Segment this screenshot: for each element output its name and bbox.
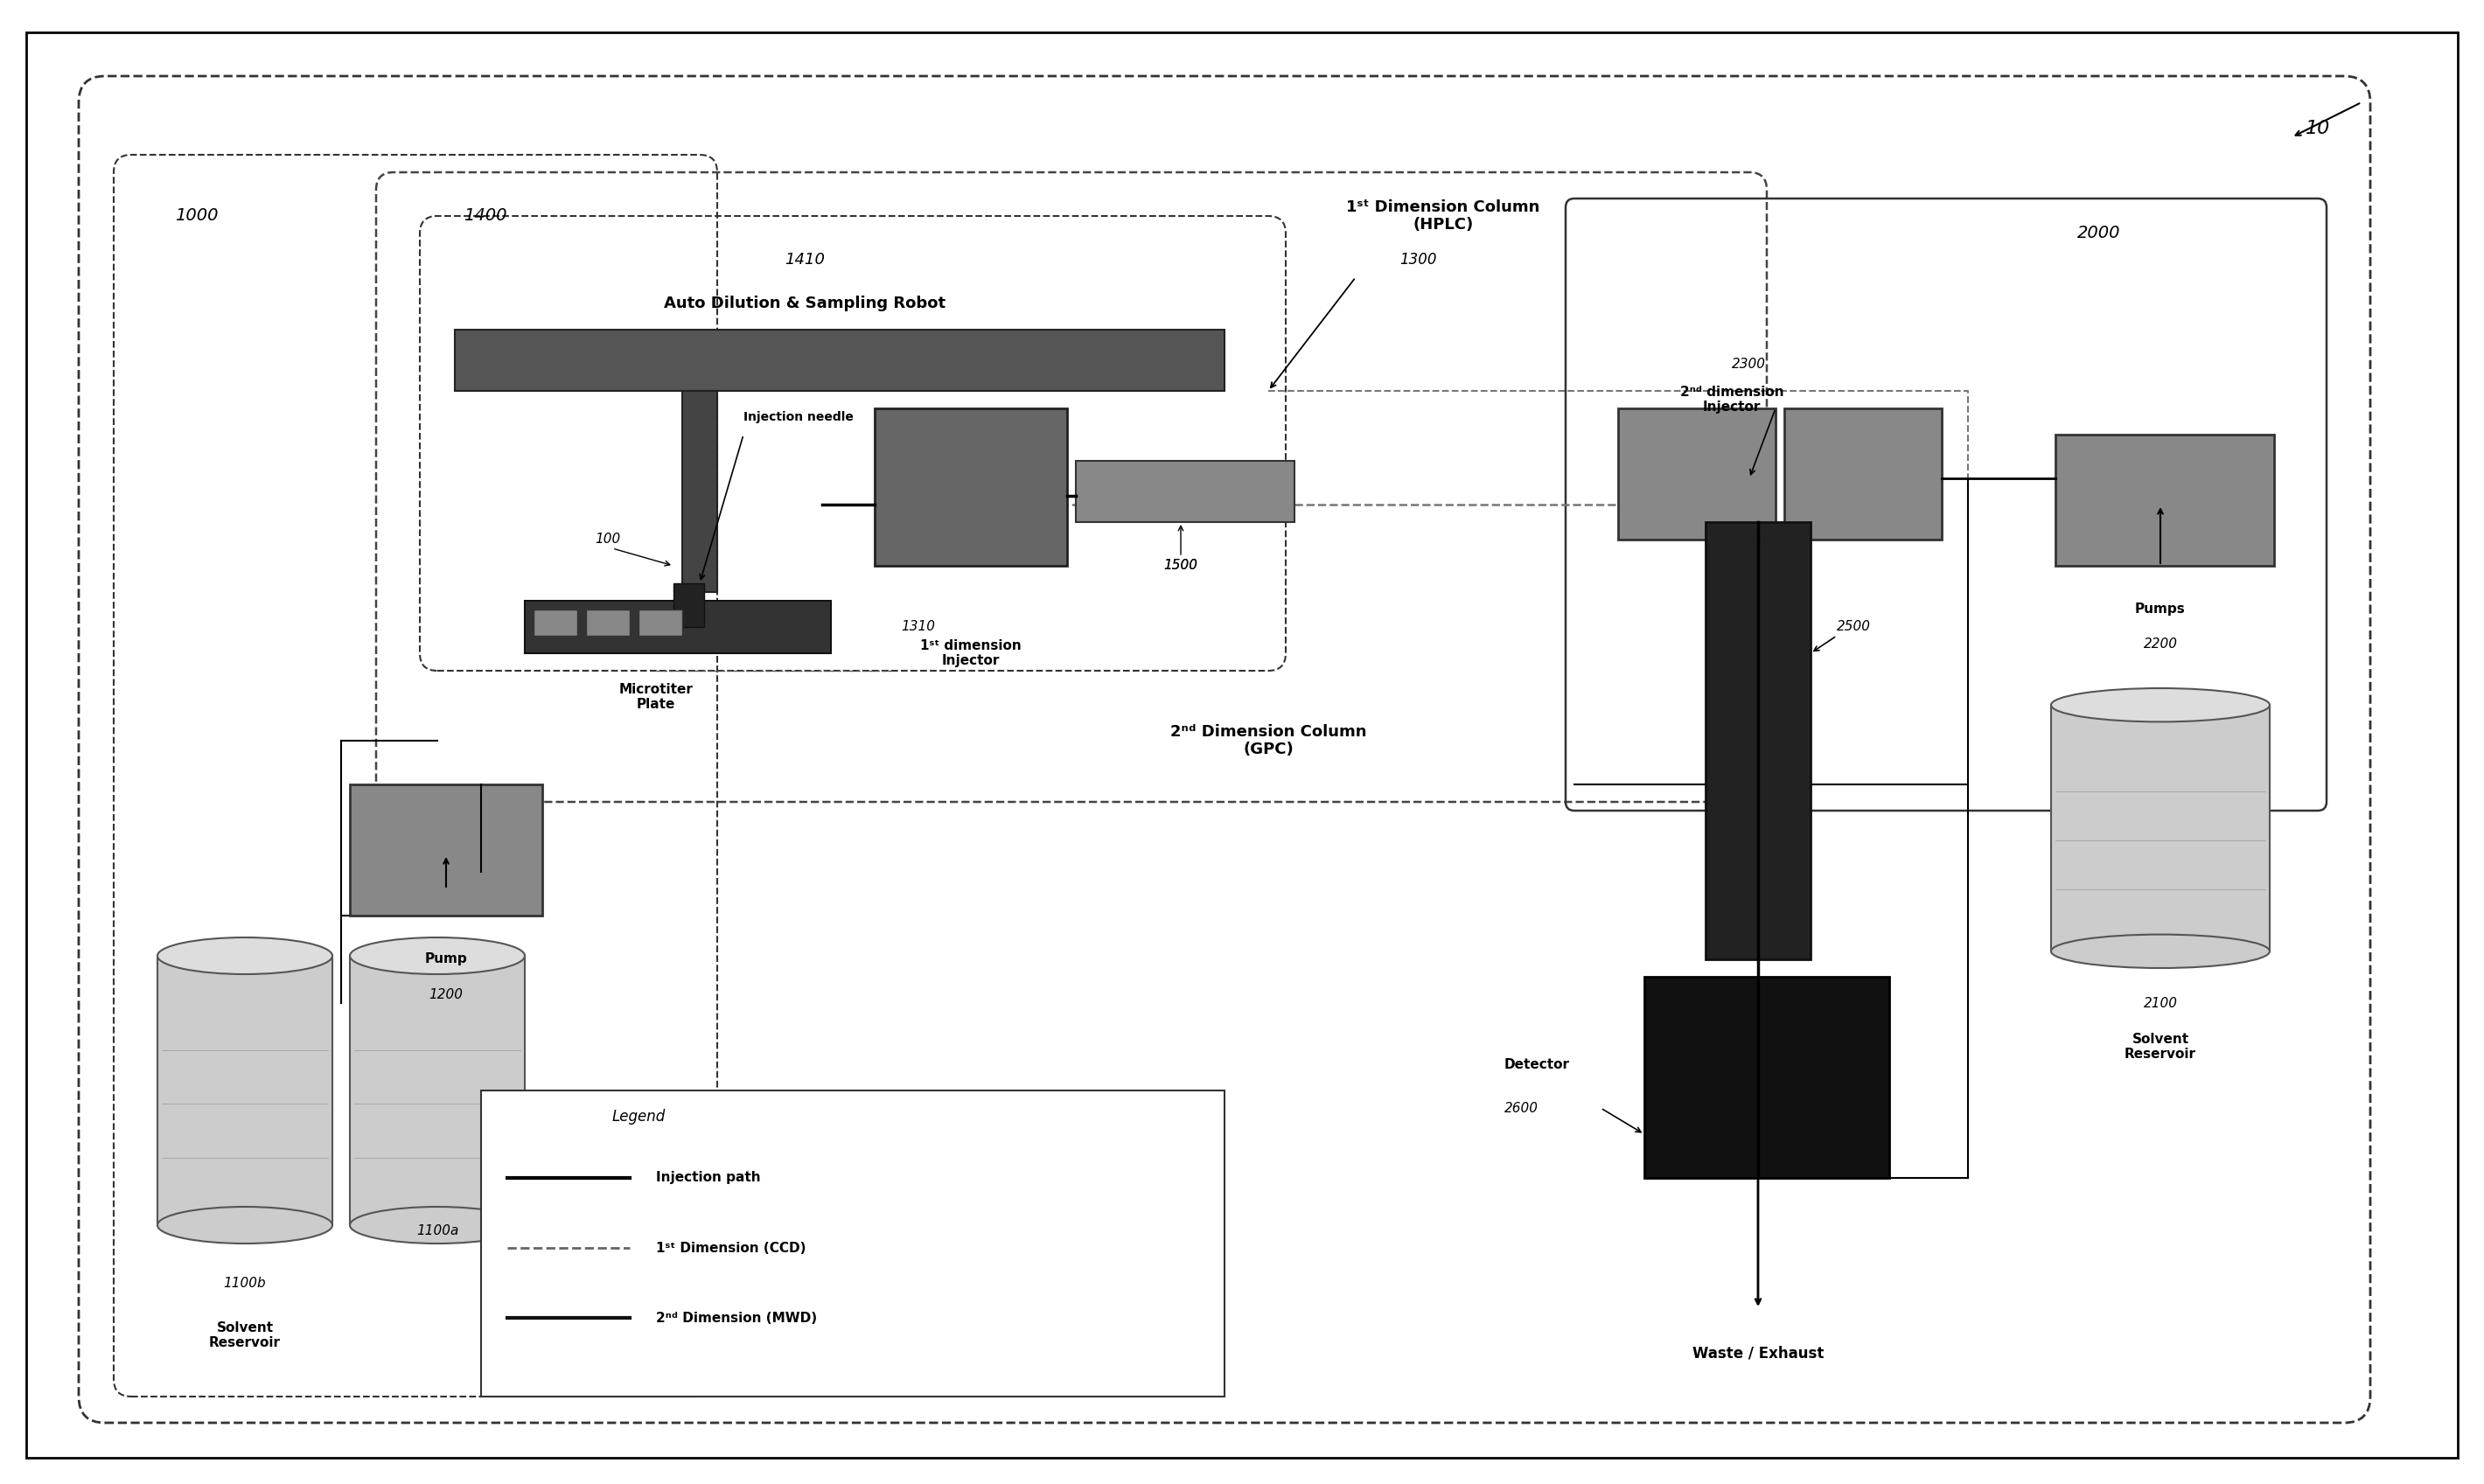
- Text: 10: 10: [2305, 120, 2330, 138]
- Text: 1310: 1310: [902, 620, 934, 634]
- Bar: [156, 956, 333, 1226]
- Bar: [2052, 705, 2270, 951]
- Text: 2500: 2500: [1836, 620, 1870, 634]
- Text: Auto Dilution & Sampling Robot: Auto Dilution & Sampling Robot: [663, 295, 946, 312]
- Text: Solvent
Reservoir: Solvent Reservoir: [209, 1321, 281, 1349]
- Text: 2100: 2100: [2144, 996, 2178, 1009]
- Text: Pumps: Pumps: [2136, 603, 2186, 616]
- Text: 2600: 2600: [1505, 1101, 1538, 1114]
- Text: 2ⁿᵈ Dimension (MWD): 2ⁿᵈ Dimension (MWD): [656, 1312, 817, 1324]
- Bar: [673, 583, 703, 628]
- Bar: [2054, 435, 2273, 565]
- Bar: [1784, 408, 1942, 540]
- Text: Injection path: Injection path: [656, 1171, 760, 1184]
- Text: 100: 100: [594, 533, 621, 546]
- Text: Injection needle: Injection needle: [743, 411, 854, 423]
- Ellipse shape: [2052, 689, 2270, 721]
- Ellipse shape: [350, 1206, 524, 1244]
- Text: 1200: 1200: [430, 988, 462, 1000]
- Text: Microtiter
Plate: Microtiter Plate: [619, 683, 693, 711]
- Ellipse shape: [2052, 935, 2270, 968]
- Text: 2ⁿᵈ dimension
Injector: 2ⁿᵈ dimension Injector: [1679, 386, 1784, 414]
- Text: 1100b: 1100b: [224, 1276, 266, 1290]
- Bar: [350, 956, 524, 1226]
- Bar: [350, 785, 542, 916]
- Bar: [1707, 522, 1811, 959]
- Bar: [455, 329, 1225, 390]
- Ellipse shape: [156, 938, 333, 974]
- Bar: [638, 610, 683, 635]
- Bar: [482, 1091, 1225, 1396]
- Text: 1410: 1410: [785, 252, 825, 267]
- Bar: [586, 610, 631, 635]
- Bar: [1644, 976, 1890, 1178]
- Text: 2300: 2300: [1731, 358, 1766, 371]
- Bar: [1076, 462, 1294, 522]
- Text: Legend: Legend: [611, 1109, 666, 1125]
- Text: Waste / Exhaust: Waste / Exhaust: [1692, 1345, 1823, 1361]
- Text: 1100a: 1100a: [417, 1224, 460, 1238]
- Bar: [874, 408, 1068, 565]
- Ellipse shape: [156, 1206, 333, 1244]
- Text: Detector: Detector: [1505, 1058, 1570, 1071]
- Bar: [1617, 408, 1776, 540]
- Text: 2ⁿᵈ Dimension Column
(GPC): 2ⁿᵈ Dimension Column (GPC): [1170, 724, 1366, 758]
- Text: Pump: Pump: [425, 953, 467, 966]
- Text: 1400: 1400: [465, 208, 507, 224]
- Bar: [683, 390, 718, 592]
- Text: Solvent
Reservoir: Solvent Reservoir: [2124, 1033, 2196, 1061]
- Text: 1ˢᵗ dimension
Injector: 1ˢᵗ dimension Injector: [919, 640, 1021, 668]
- Text: 1ˢᵗ Dimension (CCD): 1ˢᵗ Dimension (CCD): [656, 1241, 805, 1254]
- Bar: [534, 610, 576, 635]
- Text: 1500: 1500: [1163, 559, 1197, 573]
- Ellipse shape: [350, 938, 524, 974]
- Text: 1500: 1500: [1163, 559, 1197, 573]
- Text: 1ˢᵗ Dimension Column
(HPLC): 1ˢᵗ Dimension Column (HPLC): [1346, 199, 1540, 233]
- Text: 2000: 2000: [2077, 226, 2121, 242]
- Bar: [524, 601, 832, 653]
- Text: 1000: 1000: [174, 208, 219, 224]
- Text: 2200: 2200: [2144, 638, 2178, 651]
- Text: 1300: 1300: [1398, 252, 1436, 267]
